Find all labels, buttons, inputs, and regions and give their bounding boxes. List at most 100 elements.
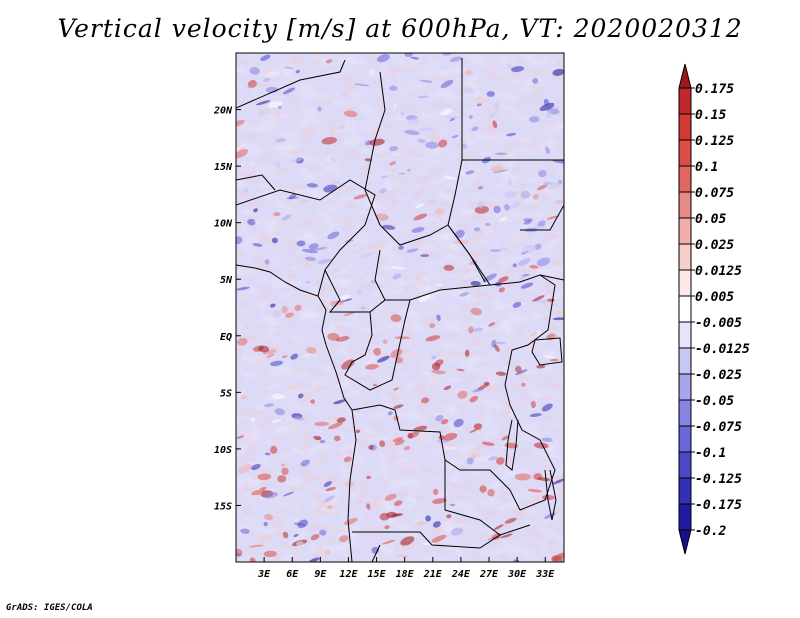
field-cell [408,431,420,439]
field-cell [272,310,281,318]
border-ethiopia [520,204,564,231]
field-cell [419,79,433,83]
field-cell [249,557,256,562]
colorbar-label: -0.0125 [695,342,750,357]
field-cell [529,413,542,417]
field-cell [306,346,317,354]
field-cell [390,348,403,358]
field-cell [359,78,364,83]
field-cell [382,224,396,230]
field-cell [274,408,286,416]
field-cell [353,194,368,200]
field-cell [489,249,501,252]
field-cell [410,56,420,60]
colorbar-label: 0.0125 [695,264,742,279]
field-cell [449,56,463,62]
field-cell [465,170,475,175]
field-cell [419,127,435,132]
field-cell [420,397,430,404]
field-cell [532,295,545,302]
field-cell [532,193,539,200]
field-cell [425,335,441,342]
field-cell [240,528,250,534]
field-cell [432,521,441,528]
field-cell [319,529,327,536]
colorbar-swatch [678,399,692,427]
field-cell [512,301,522,308]
field-cell [398,172,406,175]
field-cell [434,359,444,367]
colorbar-swatch [678,191,692,219]
field-cell [453,240,470,245]
field-cell [438,434,445,440]
field-cell [240,395,248,400]
field-cell [479,485,487,493]
field-cell [295,69,301,74]
field-cell [545,146,550,154]
x-tick-label: 24E [451,569,471,580]
colorbar-label: -0.125 [695,472,742,487]
field-cell [404,130,420,136]
field-cell [260,54,271,61]
field-cell [364,158,373,162]
x-tick-label: 18E [396,569,415,580]
field-cell [297,519,308,529]
field-cell [319,439,326,444]
field-cell [477,201,484,209]
field-cell [236,553,242,557]
field-cell [477,186,484,190]
field-cell [333,399,346,405]
field-cell [436,314,441,321]
field-cell [433,488,439,496]
field-cell [435,283,443,286]
x-tick-label: 30E [507,569,527,580]
field-cell [520,223,529,229]
field-cell [406,248,419,253]
field-cell [498,247,508,252]
field-cell [417,95,429,99]
field-cell [493,102,500,109]
field-cell [257,473,272,481]
field-cell [436,440,449,443]
field-cell [501,435,509,441]
field-cell [453,418,464,428]
colorbar-swatch [678,113,692,141]
field-cell [488,112,498,118]
field-cell [315,436,321,441]
y-tick-label: 10N [214,219,233,230]
field-cell [411,227,425,233]
field-cell [308,557,320,562]
field-cell [498,287,505,293]
field-cell [507,178,513,186]
field-cell [462,143,468,150]
field-cell [343,312,355,316]
field-cell [504,204,510,211]
field-cell [293,416,305,421]
field-cell [317,106,322,112]
field-cell [294,304,302,312]
field-cell [413,425,428,432]
field-cell [236,143,247,151]
colorbar-label: 0.05 [695,212,726,227]
field-cell [552,68,564,76]
field-cell [310,534,320,541]
field-cell [282,531,289,539]
field-cell [533,442,549,449]
colorbar-label: -0.1 [695,446,726,461]
field-cell [337,125,346,130]
field-cell [253,220,261,223]
border-nigeria [236,179,376,297]
border-drc-angola [351,404,521,511]
field-cell [551,478,564,485]
colorbar-label: 0.15 [695,108,726,123]
field-cell [512,263,517,268]
field-cell [464,87,474,95]
y-tick-label: 20N [213,106,233,117]
field-cell [368,69,376,76]
field-cell [373,347,382,356]
field-cell [432,498,447,504]
field-cell [276,161,281,169]
field-cell [406,168,411,172]
y-tick-label: 15S [214,501,232,512]
